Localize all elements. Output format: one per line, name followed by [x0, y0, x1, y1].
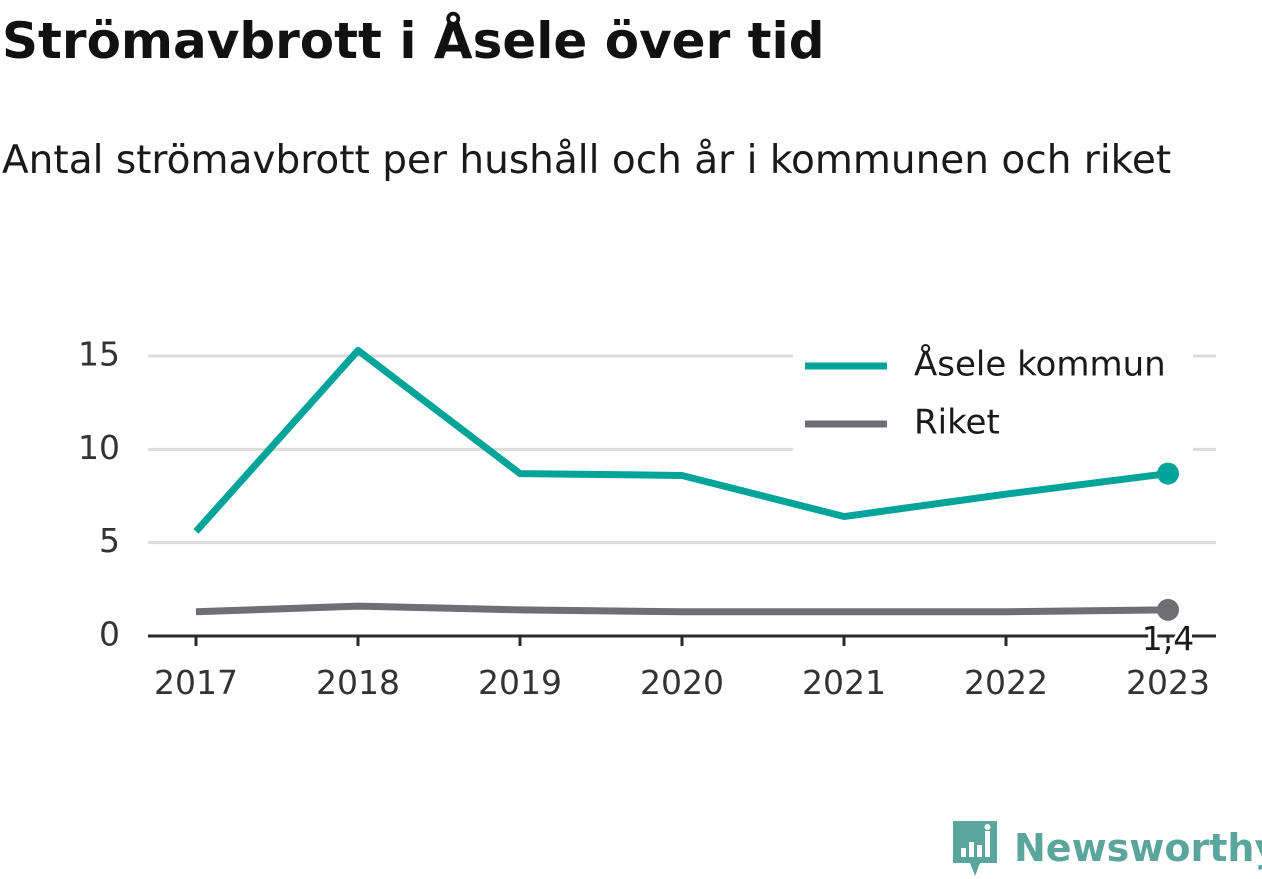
chart-title: Strömavbrott i Åsele över tid	[2, 12, 825, 70]
x-tick-label: 2022	[964, 663, 1048, 702]
legend-label: Riket	[914, 403, 1000, 443]
y-tick-label: 5	[99, 521, 120, 560]
x-tick-label: 2019	[478, 663, 562, 702]
x-tick-label: 2021	[802, 663, 886, 702]
brand-name: Newsworthy	[1014, 826, 1262, 870]
legend: Åsele kommun Riket	[793, 336, 1193, 454]
x-axis: 2017 2018 2019 2020 2021 2022 2023	[148, 634, 1216, 702]
legend-background	[793, 336, 1193, 454]
y-axis-ticks: 0 5 10 15	[78, 335, 120, 654]
y-tick-label: 10	[78, 428, 120, 467]
x-tick-label: 2018	[316, 663, 400, 702]
x-tick-label: 2023	[1126, 663, 1210, 702]
legend-label: Åsele kommun	[914, 344, 1166, 385]
bar-chart-pin-icon	[953, 821, 997, 876]
series-endpoint	[1157, 462, 1179, 485]
x-tick-label: 2020	[640, 663, 724, 702]
chart-subtitle: Antal strömavbrott per hushåll och år i …	[2, 138, 1172, 183]
newsworthy-logo: Newsworthy	[950, 818, 1262, 878]
series-line	[193, 346, 1169, 534]
y-tick-label: 0	[99, 615, 120, 654]
y-tick-label: 15	[78, 335, 120, 374]
series-line	[195, 602, 1169, 616]
series-end-label: 1,4	[1142, 619, 1194, 658]
series-endpoint	[1157, 598, 1179, 621]
x-tick-label: 2017	[154, 663, 238, 702]
